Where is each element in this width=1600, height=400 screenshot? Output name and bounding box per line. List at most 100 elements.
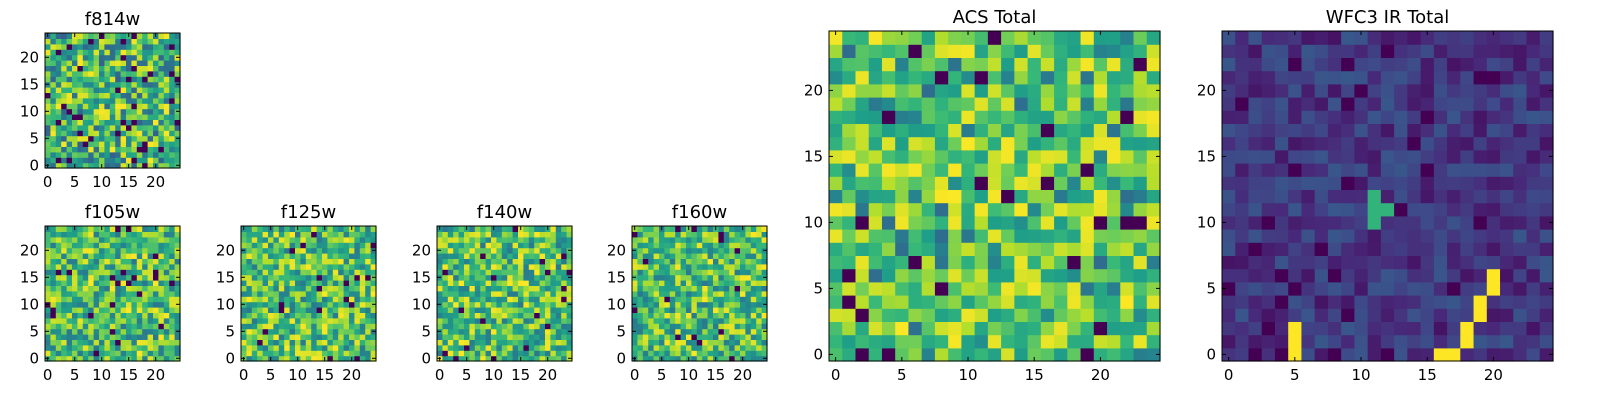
heatmap-cell [829, 308, 843, 322]
heatmap-cell [518, 258, 524, 265]
heatmap-cell [365, 344, 372, 351]
heatmap-cell [153, 231, 159, 238]
heatmap-cell [453, 231, 460, 238]
heatmap-cell [50, 92, 57, 99]
heatmap-cell [1274, 281, 1289, 296]
heatmap-cell [501, 307, 508, 313]
heatmap-cell [147, 328, 154, 335]
heatmap-cell [528, 242, 535, 249]
heatmap-cell [745, 323, 752, 330]
heatmap-cell [72, 344, 78, 351]
heatmap-cell [691, 247, 698, 254]
heatmap-cell [72, 108, 78, 115]
heatmap-cell [343, 355, 350, 362]
heatmap-cell [349, 301, 355, 308]
x-tick-label: 0 [43, 173, 53, 191]
heatmap-cell [842, 149, 857, 164]
heatmap-cell [1513, 70, 1528, 85]
heatmap-cell [332, 350, 339, 357]
heatmap-cell [1513, 123, 1528, 138]
heatmap-cell [961, 110, 976, 124]
x-tick-label: 20 [1091, 366, 1110, 384]
heatmap-cell [349, 323, 355, 330]
heatmap-cell [437, 312, 443, 319]
heatmap-cells [1222, 31, 1554, 362]
heatmap-cell [61, 146, 68, 153]
heatmap-cell [696, 274, 703, 281]
heatmap-cell [131, 334, 138, 340]
heatmap-cell [284, 242, 291, 249]
heatmap-cell [750, 258, 757, 265]
heatmap-cell [729, 344, 736, 351]
heatmap-cell [115, 124, 122, 131]
heatmap-cell [632, 323, 638, 330]
heatmap-cell [174, 307, 181, 313]
heatmap-cell [1288, 202, 1303, 217]
heatmap-cell [93, 231, 100, 238]
heatmap-cell [343, 231, 350, 238]
heatmap-cell [696, 236, 703, 243]
heatmap-cell [332, 307, 339, 313]
heatmap-cell [1486, 202, 1501, 217]
heatmap-cell [1288, 189, 1303, 204]
heatmap-cell [158, 274, 165, 281]
heatmap-cell [327, 301, 334, 308]
heatmap-cell [437, 350, 443, 357]
heatmap-cell [868, 242, 883, 256]
heatmap-cell [1513, 334, 1528, 349]
heatmap-cell [50, 301, 57, 308]
heatmap-cell [99, 141, 105, 147]
heatmap-cell [469, 226, 476, 232]
heatmap-cell [120, 70, 127, 77]
heatmap-cell [115, 141, 122, 147]
heatmap-cell [300, 344, 307, 351]
heatmap-cell [142, 242, 149, 249]
heatmap-cell [669, 242, 676, 249]
heatmap-cell [136, 344, 143, 351]
heatmap-cell [158, 339, 165, 346]
heatmap-cell [512, 317, 519, 324]
heatmap-cell [55, 307, 62, 313]
heatmap-cell [637, 274, 644, 281]
heatmap-cell [934, 334, 949, 349]
heatmap-cell [680, 247, 687, 254]
heatmap-cell [491, 307, 497, 313]
heatmap-cell [82, 103, 89, 110]
heatmap-cell [1367, 57, 1382, 72]
heatmap-cell [1394, 268, 1408, 283]
heatmap-cell [512, 350, 519, 357]
heatmap-cell [642, 344, 649, 351]
heatmap-cell [50, 114, 57, 120]
heatmap-cell [1367, 308, 1382, 322]
heatmap-cell [756, 290, 763, 297]
heatmap-cell [147, 124, 154, 131]
heatmap-cell [669, 344, 676, 351]
heatmap-cell [1107, 44, 1121, 58]
heatmap-cell [545, 307, 551, 313]
heatmap-cell [1447, 70, 1461, 85]
heatmap-cell [1500, 83, 1514, 98]
heatmap-cell [1473, 110, 1488, 124]
heatmap-cell [50, 258, 57, 265]
heatmap-cell [669, 312, 676, 319]
heatmap-cell [158, 81, 165, 88]
heatmap-cell [61, 38, 68, 45]
heatmap-cell [1367, 281, 1382, 296]
heatmap-cell [163, 97, 170, 104]
heatmap-cell [251, 334, 258, 340]
heatmap-cell [974, 83, 989, 98]
heatmap-cell [921, 123, 936, 138]
heatmap-cell [246, 317, 253, 324]
heatmap-cell [1460, 149, 1475, 164]
heatmap-cell [740, 280, 746, 286]
heatmap-cell [278, 269, 285, 276]
heatmap-cell [109, 97, 116, 104]
panel-title: ACS Total [953, 7, 1037, 28]
heatmap-cell [82, 38, 89, 45]
heatmap-cell [305, 231, 312, 238]
heatmap-cell [512, 226, 519, 232]
heatmap-cell [311, 355, 318, 362]
heatmap-cell [1473, 123, 1488, 138]
heatmap-cell [1001, 242, 1015, 256]
heatmap-cell [305, 263, 312, 270]
